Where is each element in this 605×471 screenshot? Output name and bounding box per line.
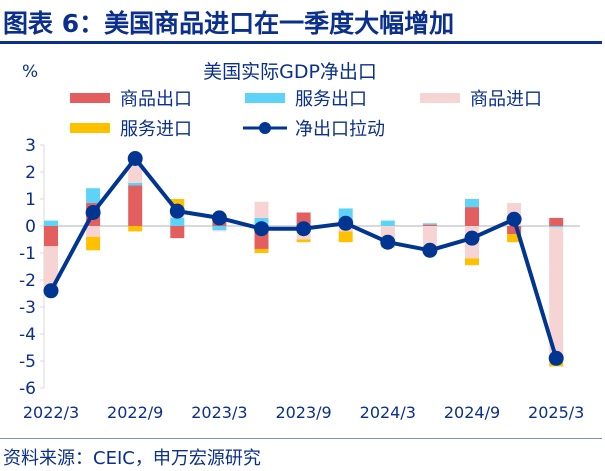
legend-label: 净出口拉动	[295, 119, 385, 140]
net-export-point	[85, 205, 101, 220]
x-tick-label: 2024/9	[444, 403, 500, 422]
bar-segment	[465, 258, 479, 266]
bar-segment	[465, 199, 479, 208]
net-export-point	[169, 203, 185, 219]
legend-label: 商品进口	[470, 89, 542, 110]
bar-segment	[212, 226, 227, 231]
net-export-point	[464, 230, 480, 246]
bar-segment	[254, 248, 269, 253]
bar-segment	[128, 182, 143, 186]
bar-segment	[44, 226, 58, 247]
net-export-point	[422, 242, 438, 258]
net-export-point	[43, 283, 59, 299]
bar-segment	[212, 230, 227, 232]
bar-segment	[338, 231, 353, 243]
figure-title: 图表 6：美国商品进口在一季度大幅增加	[3, 9, 455, 38]
y-tick-label: -2	[19, 271, 36, 291]
legend-swatch	[70, 123, 110, 133]
net-export-point	[338, 215, 354, 231]
x-tick-label: 2022/3	[23, 403, 79, 422]
bar-segment	[86, 188, 101, 204]
bar-segment	[170, 217, 185, 226]
bar-segment	[254, 201, 269, 218]
bar-segment	[86, 236, 101, 251]
bar-segment	[507, 234, 522, 243]
x-tick-label: 2023/3	[191, 403, 247, 422]
x-tick-label: 2024/3	[360, 403, 416, 422]
bar-segment	[44, 246, 58, 287]
bar-segment	[44, 220, 58, 226]
bar-segment	[549, 217, 564, 226]
bars	[44, 158, 564, 367]
chart-title: 美国实际GDP净出口	[203, 61, 377, 83]
legend-label: 服务出口	[295, 89, 367, 110]
y-tick-label: 2	[25, 163, 36, 183]
bar-segment	[338, 208, 353, 220]
bar-segment	[507, 226, 522, 235]
y-tick-label: -5	[19, 352, 36, 372]
y-tick-label: 3	[25, 136, 36, 156]
y-unit-label: %	[22, 62, 38, 82]
net-export-point	[380, 234, 396, 250]
bar-segment	[380, 220, 395, 226]
net-export-point	[296, 221, 312, 237]
axes: 3 2 1 0 -1 -2 -3 -4 -5 -6 2022/3 2022/9 2023/3 2023/9…	[19, 136, 584, 422]
bar-segment	[128, 185, 143, 226]
net-export-point	[254, 221, 269, 237]
y-tick-label: -6	[19, 379, 36, 399]
legend-swatch	[420, 93, 460, 103]
source-note: 资料来源：CEIC，申万宏源研究	[3, 448, 261, 469]
bar-segment	[422, 223, 437, 225]
x-tick-label: 2025/3	[528, 403, 584, 422]
bar-segment	[86, 226, 101, 237]
legend-label: 服务进口	[120, 119, 192, 140]
legend-label: 商品出口	[120, 89, 192, 110]
x-tick-label: 2022/9	[107, 403, 163, 422]
legend-swatch	[245, 93, 285, 103]
net-export-point	[548, 350, 564, 366]
bar-segment	[422, 224, 437, 226]
y-tick-label: 1	[25, 190, 36, 210]
net-export-line	[43, 151, 564, 366]
y-tick-label: -3	[19, 298, 36, 318]
net-export-point	[506, 211, 522, 227]
net-export-point	[127, 151, 143, 166]
bar-segment	[128, 226, 143, 232]
bar-segment	[465, 207, 479, 226]
net-export-point	[211, 210, 227, 226]
net-export-line-path	[49, 156, 559, 359]
title-divider	[0, 41, 602, 44]
legend-swatch	[70, 93, 110, 103]
y-tick-label: -1	[19, 244, 36, 264]
bar-segment	[549, 227, 564, 363]
y-tick-label: -4	[19, 325, 36, 345]
y-tick-label: 0	[25, 217, 36, 237]
bar-segment	[296, 239, 311, 243]
bar-segment	[549, 226, 564, 228]
x-tick-label: 2023/9	[275, 403, 331, 422]
bar-segment	[170, 199, 185, 208]
footer-divider	[0, 438, 602, 439]
bar-segment	[170, 226, 185, 239]
legend-marker-icon	[259, 122, 271, 134]
